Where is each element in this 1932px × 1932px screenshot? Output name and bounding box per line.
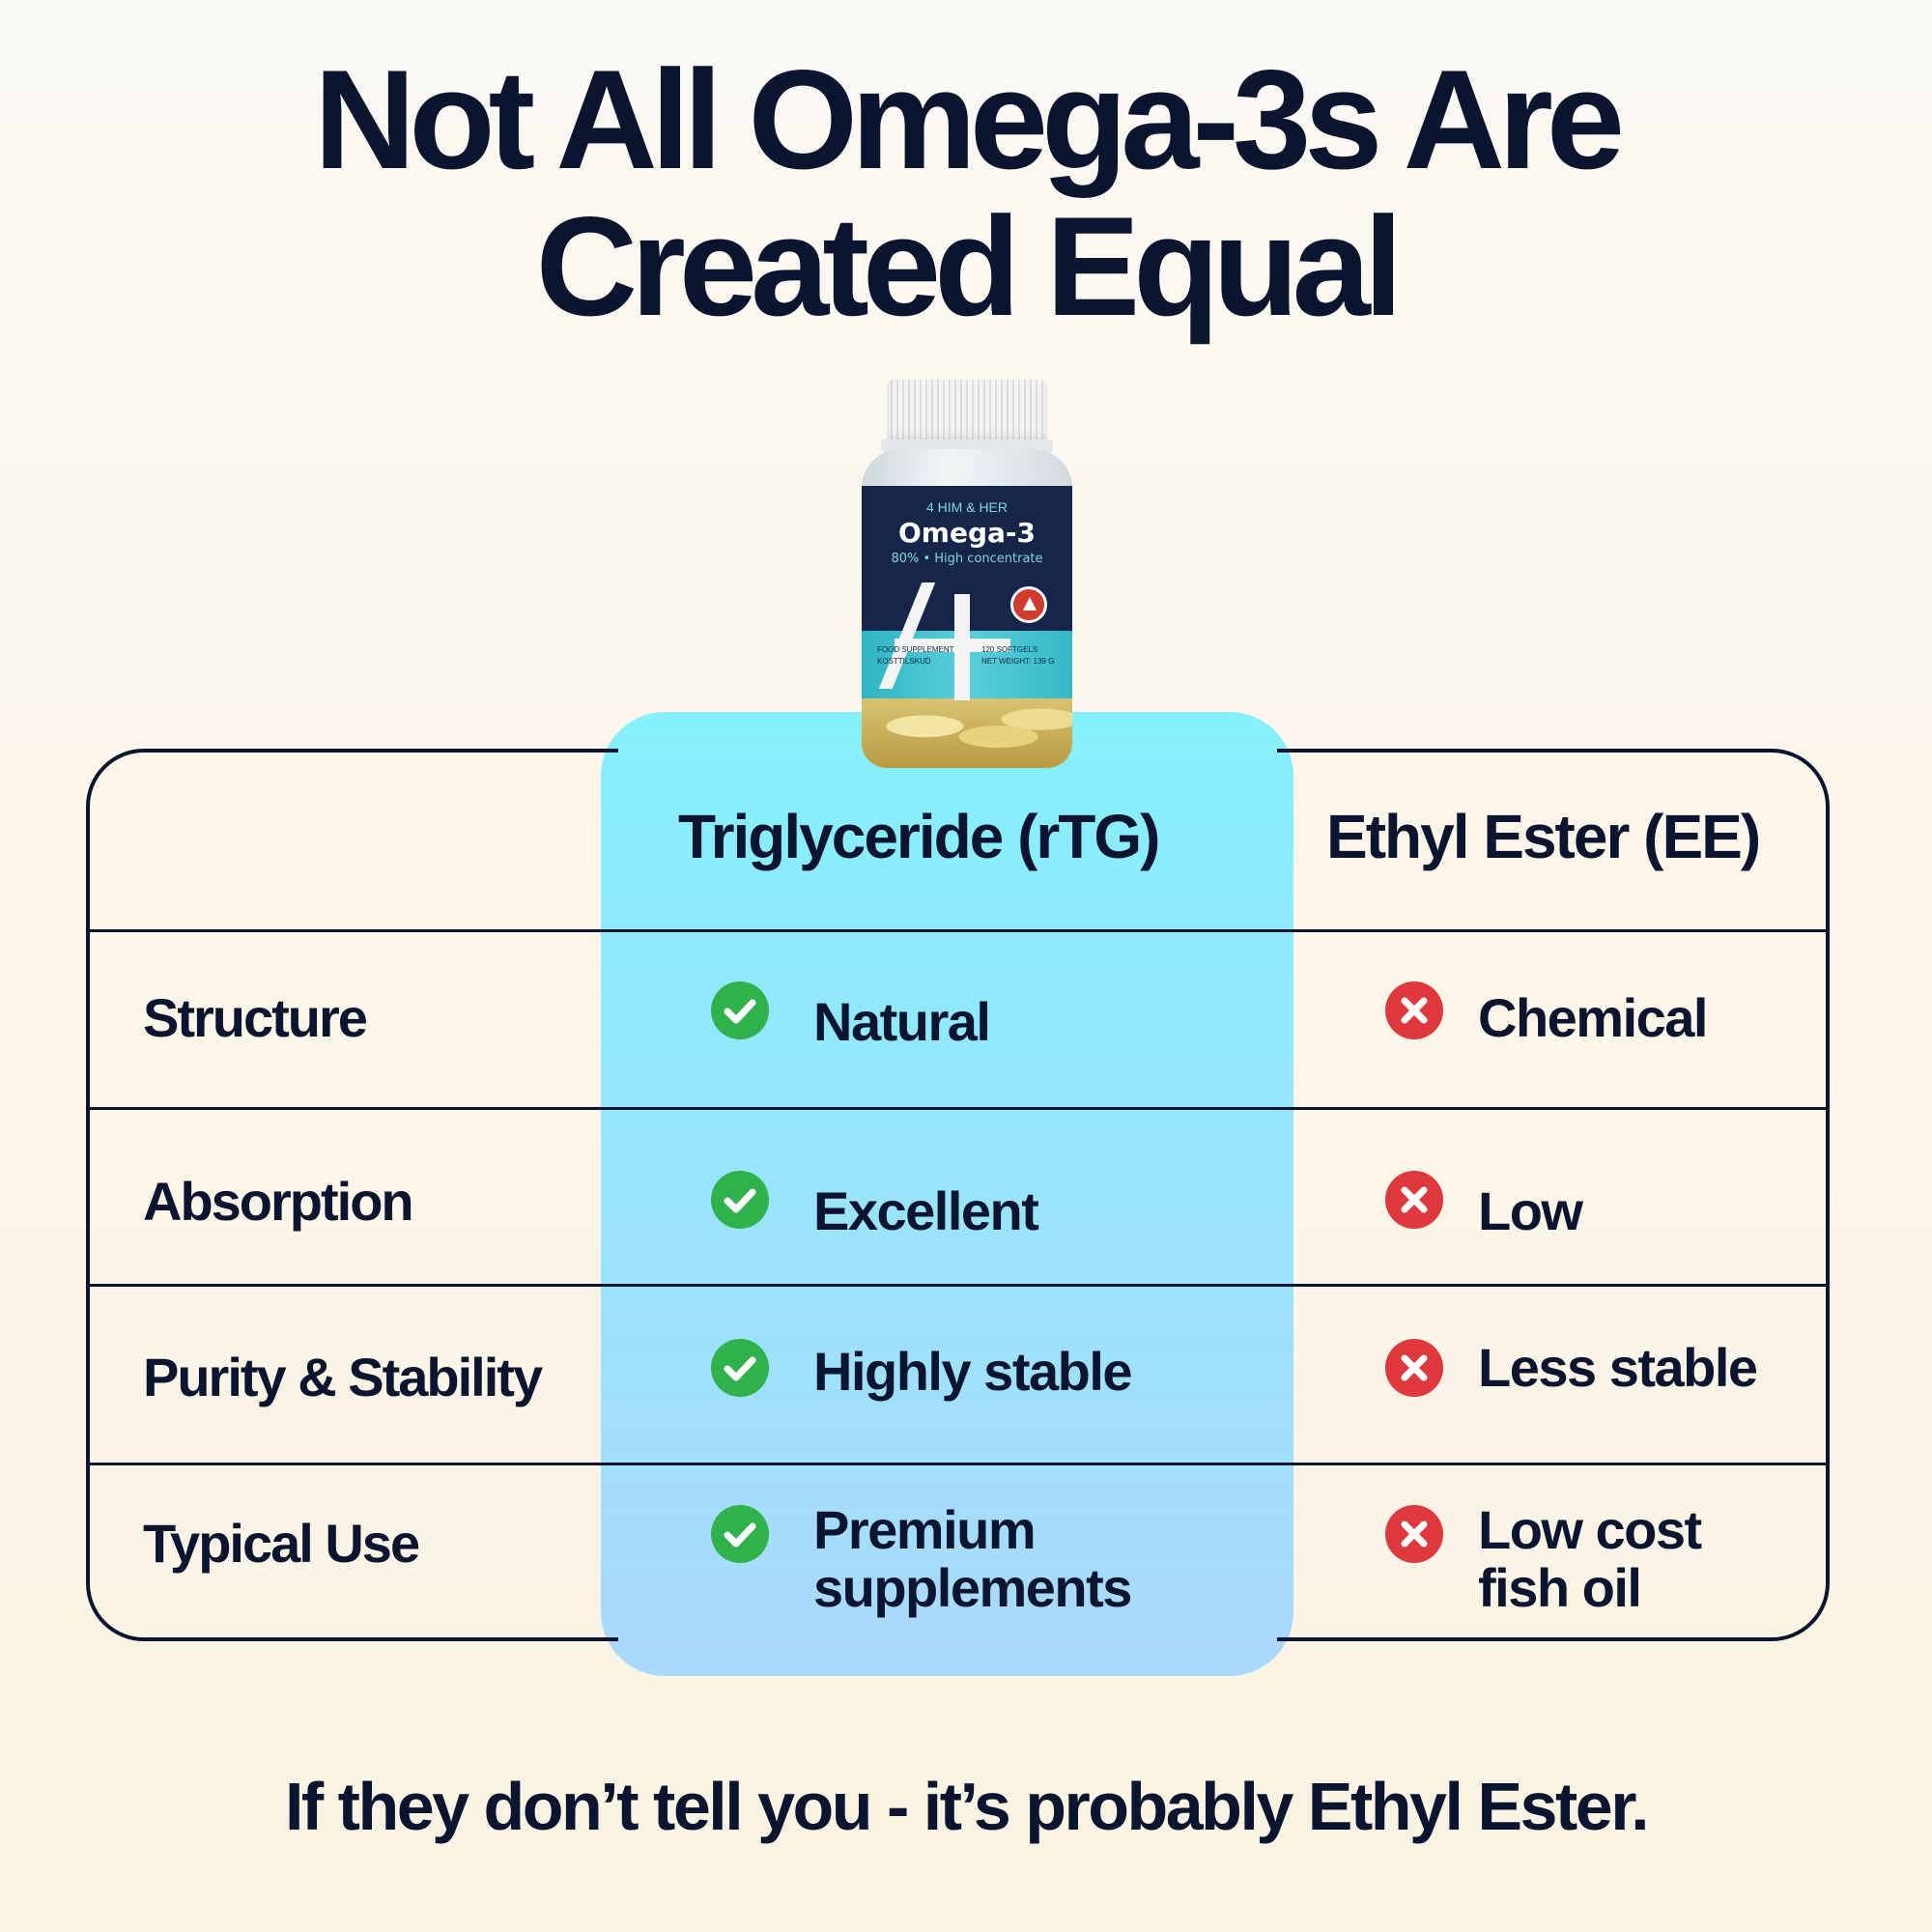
cross-icon [1385, 1339, 1443, 1397]
row-label-purity-stability: Purity & Stability [143, 1347, 543, 1407]
rtg-value-typical-use: Premium supplements [813, 1499, 1132, 1618]
value-line: fish oil [1478, 1557, 1642, 1618]
table-divider [88, 1284, 1828, 1287]
rtg-value-purity: Highly stable [813, 1341, 1133, 1402]
check-icon [711, 1339, 769, 1397]
ee-value-purity: Less stable [1478, 1337, 1758, 1398]
table-divider [88, 1107, 1828, 1110]
footer-tagline: If they don’t tell you - it’s probably E… [284, 1769, 1650, 1844]
value-line: Low cost [1478, 1499, 1702, 1560]
page-title: Not All Omega-3s Are Created Equal [0, 46, 1932, 340]
row-label-absorption: Absorption [143, 1171, 414, 1232]
title-line-2: Created Equal [535, 187, 1404, 345]
row-label-typical-use: Typical Use [143, 1513, 420, 1574]
rtg-value-absorption: Excellent [813, 1180, 1039, 1241]
check-icon [711, 1171, 769, 1229]
cross-icon [1385, 981, 1443, 1039]
brand-four-mark [954, 594, 970, 700]
bottle-concentration: 80% • High concentrate [891, 552, 1043, 566]
product-bottle-image: 4 HIM & HER Omega-3 80% • High concentra… [856, 380, 1078, 770]
brand-four-mark [895, 639, 1010, 652]
check-icon [711, 981, 769, 1039]
title-line-1: Not All Omega-3s Are [313, 41, 1625, 198]
ee-value-structure: Chemical [1478, 987, 1709, 1048]
column-header-rtg: Triglyceride (rTG) [678, 802, 1160, 871]
bottle-brand: 4 HIM & HER [925, 499, 1008, 515]
bottle-cap [887, 380, 1047, 441]
frame-gap [618, 1634, 1277, 1648]
row-label-structure: Structure [143, 987, 368, 1048]
label-text: NET WEIGHT: 139 G [981, 657, 1055, 666]
value-line: supplements [813, 1557, 1132, 1618]
ee-value-typical-use: Low cost fish oil [1478, 1499, 1702, 1618]
friend-of-the-sea-seal-icon [1010, 586, 1047, 623]
label-text: KOSTTILSKUD [877, 657, 931, 666]
cross-icon [1385, 1505, 1443, 1563]
softgels [862, 698, 1072, 768]
bottle-label-left: FOOD SUPPLEMENT KOSTTILSKUD [877, 644, 954, 668]
bottle-label-right: 120 SOFTGELS NET WEIGHT: 139 G [981, 644, 1054, 668]
table-divider [88, 929, 1828, 932]
ee-value-absorption: Low [1478, 1180, 1583, 1241]
table-divider [88, 1463, 1828, 1465]
check-icon [711, 1505, 769, 1563]
bottle-product-name: Omega-3 [897, 517, 1036, 549]
cross-icon [1385, 1171, 1443, 1229]
label-text: FOOD SUPPLEMENT [877, 645, 954, 654]
bottle-jar: 4 HIM & HER Omega-3 80% • High concentra… [862, 449, 1072, 768]
value-line: Premium [813, 1499, 1037, 1560]
rtg-value-structure: Natural [813, 991, 991, 1052]
label-text: 120 SOFTGELS [981, 645, 1038, 654]
column-header-ee: Ethyl Ester (EE) [1326, 802, 1761, 871]
